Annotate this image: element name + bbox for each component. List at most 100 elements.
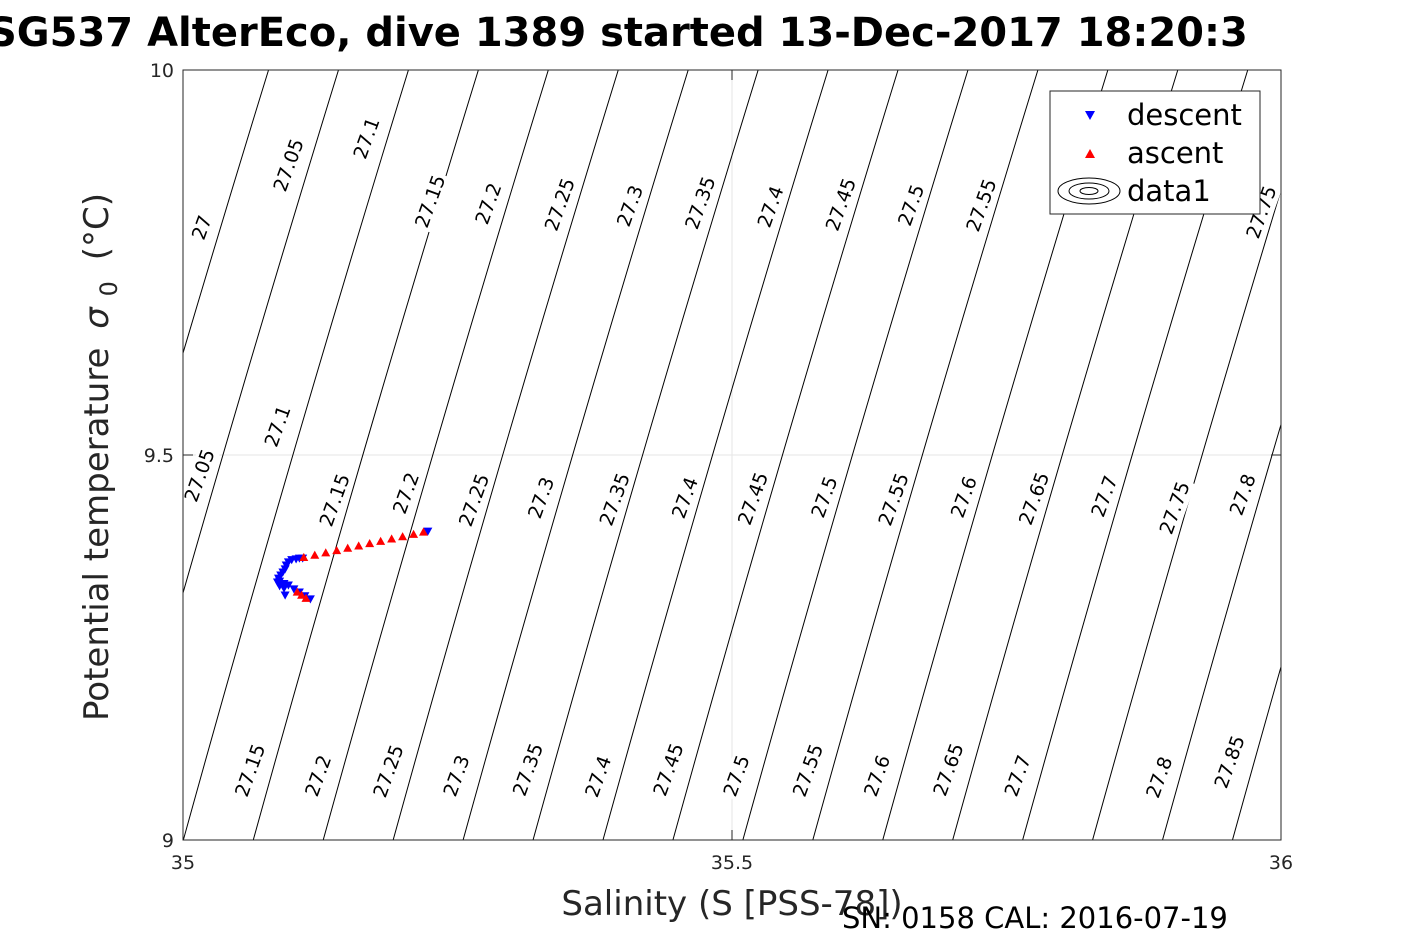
- contour-label-bg-24: [946, 471, 983, 523]
- descent-point-7: [280, 591, 290, 600]
- contour-label-bg-42: [1209, 730, 1251, 794]
- x-tick-label-1: 35.5: [711, 852, 753, 874]
- contour-label-bg-5: [539, 173, 581, 236]
- ascent-point-2: [292, 587, 302, 596]
- y-axis-label: Potential temperature: [77, 348, 117, 721]
- x-tick-label-2: 36: [1269, 852, 1293, 874]
- y-axis-label-symbol: σ: [77, 306, 117, 329]
- contour-label-bg-8: [752, 181, 790, 233]
- contour-label-bg-38: [859, 750, 896, 802]
- data-series: [272, 527, 433, 604]
- ascent-point-5: [321, 548, 331, 557]
- ascent-point-7: [343, 543, 353, 552]
- y-axis-label-group: Potential temperature σ 0 (°C): [77, 193, 126, 721]
- y-tick-label-2: 10: [150, 60, 174, 82]
- contour-label-bg-37: [788, 739, 829, 802]
- contour-line-27-4: [602, 70, 829, 840]
- descent-point-8: [279, 584, 289, 593]
- legend-ascent-marker: [1085, 149, 1095, 158]
- contour-line-27-45: [672, 70, 899, 840]
- calibration-note: SN: 0158 CAL: 2016-07-19: [842, 901, 1228, 935]
- contour-label-bg-13: [179, 444, 221, 507]
- y-axis-label-subscript: 0: [95, 281, 123, 296]
- svg-text:Potential temperature σ: Potential temperature σ 0 (°C): [77, 193, 126, 721]
- descent-point-21: [423, 527, 433, 536]
- contour-line-27-05: [183, 70, 339, 595]
- ascent-point-14: [418, 527, 428, 536]
- contour-label-bg-41: [1141, 751, 1179, 803]
- contour-label-bg-28: [1224, 469, 1262, 521]
- legend-ascent-label: ascent: [1127, 136, 1223, 170]
- descent-point-5: [279, 579, 289, 589]
- contour-label-bg-14: [259, 400, 297, 452]
- contour-label-bg-39: [928, 738, 970, 801]
- contour-line-27-1: [183, 70, 409, 840]
- contour-label-bg-4: [470, 178, 508, 230]
- descent-point-3: [289, 585, 299, 594]
- contour-line-27-25: [392, 70, 619, 840]
- contour-label-bg-11: [961, 174, 1003, 237]
- x-tick-label-0: 35: [171, 852, 195, 874]
- legend-data1-label: data1: [1127, 174, 1211, 208]
- contour-label-bg-6: [612, 180, 649, 232]
- contour-line-27-3: [462, 70, 689, 840]
- contour-label-bg-22: [806, 471, 844, 523]
- contour-line-27-55: [812, 70, 1039, 840]
- descent-point-0: [305, 595, 315, 604]
- legend-box: [1049, 90, 1261, 215]
- contour-label-bg-21: [733, 467, 774, 530]
- contour-label-bg-35: [648, 738, 690, 801]
- contour-label-bg-29: [230, 739, 271, 802]
- ascent-point-11: [387, 534, 397, 543]
- ascent-point-4: [310, 550, 320, 559]
- contour-label-bg-16: [388, 467, 425, 519]
- ascent-point-1: [297, 590, 307, 599]
- contour-label-bg-25: [1014, 467, 1055, 530]
- contour-label-bg-34: [580, 751, 617, 803]
- legend: descent ascent data1: [1049, 90, 1261, 215]
- contour-label-bg-40: [999, 750, 1037, 802]
- contour-line-27-2: [322, 70, 549, 840]
- ascent-point-6: [332, 545, 342, 555]
- contour-label-bg-10: [893, 179, 930, 231]
- x-axis-label: Salinity (S [PSS-78]): [561, 884, 902, 924]
- ascent-point-0: [301, 593, 311, 602]
- y-tick-label-1: 9.5: [144, 445, 174, 467]
- contour-line-27-85: [1231, 665, 1281, 840]
- ascent-point-10: [376, 536, 386, 545]
- contour-label-bg-12: [1241, 181, 1283, 244]
- contour-label-bg-30: [300, 750, 337, 802]
- contour-line-27: [183, 70, 270, 355]
- contour-line-27-75: [1092, 188, 1281, 840]
- contour-label-bg-23: [873, 468, 915, 531]
- legend-item-data1: data1: [1057, 174, 1211, 208]
- contour-label-bg-19: [594, 468, 636, 531]
- contour-label-bg-31: [368, 740, 410, 803]
- contour-label-bg-20: [667, 472, 704, 524]
- contour-label-bg-7: [680, 171, 722, 235]
- legend-item-ascent: ascent: [1085, 136, 1223, 170]
- contour-label-bg-32: [438, 750, 476, 802]
- y-tick-label-0: 9: [162, 830, 174, 852]
- chart-title: SG537 AlterEco, dive 1389 started 13-Dec…: [0, 10, 1248, 56]
- contour-line-27-35: [532, 70, 759, 840]
- contour-label-bg-36: [718, 750, 756, 802]
- series-ascent: [292, 527, 428, 602]
- contour-label-bg-3: [410, 170, 452, 233]
- legend-descent-marker: [1085, 111, 1095, 120]
- ascent-point-9: [365, 539, 375, 548]
- ascent-point-12: [398, 532, 408, 541]
- contour-label-bg-18: [523, 472, 560, 524]
- legend-descent-label: descent: [1127, 98, 1242, 132]
- axis-ticks: 35 35.5 36 9 9.5 10: [144, 60, 1293, 874]
- legend-item-descent: descent: [1085, 98, 1242, 132]
- contour-label-bg-1: [268, 134, 310, 197]
- contour-label-bg-17: [454, 469, 495, 532]
- contour-label-bg-0: [187, 210, 218, 245]
- ascent-point-3: [299, 552, 309, 562]
- legend-contour-icon: [1057, 177, 1121, 205]
- contour-label-bg-27: [1154, 476, 1196, 540]
- ascent-point-8: [354, 541, 364, 550]
- y-axis-label-unit: (°C): [77, 193, 117, 260]
